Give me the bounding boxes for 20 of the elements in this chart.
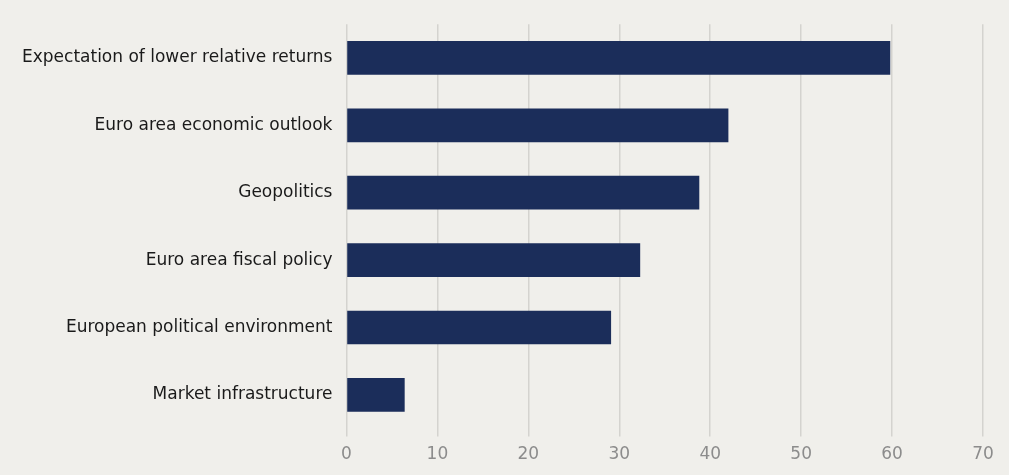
- bar: [347, 310, 612, 345]
- x-tick-label: 50: [790, 443, 812, 464]
- bar: [347, 243, 641, 277]
- bar: [347, 41, 891, 75]
- x-tick-label: 0: [341, 443, 352, 464]
- x-tick-label: 70: [972, 443, 994, 464]
- y-tick-label: Euro area fiscal policy: [145, 248, 333, 269]
- x-tick-label: 10: [426, 443, 449, 464]
- y-tick-label: Market infrastructure: [152, 383, 333, 404]
- x-tick-label: 40: [699, 443, 722, 464]
- y-tick-label: Geopolitics: [238, 181, 333, 202]
- x-tick-label: 20: [517, 443, 540, 464]
- bar: [347, 378, 405, 412]
- bar: [347, 175, 700, 210]
- x-tick-label: 60: [881, 443, 903, 464]
- bar: [347, 108, 729, 143]
- y-tick-label: Expectation of lower relative returns: [22, 46, 333, 67]
- y-tick-label: Euro area economic outlook: [94, 113, 333, 134]
- y-tick-label: European political environment: [65, 315, 333, 336]
- x-tick-label: 30: [608, 443, 631, 464]
